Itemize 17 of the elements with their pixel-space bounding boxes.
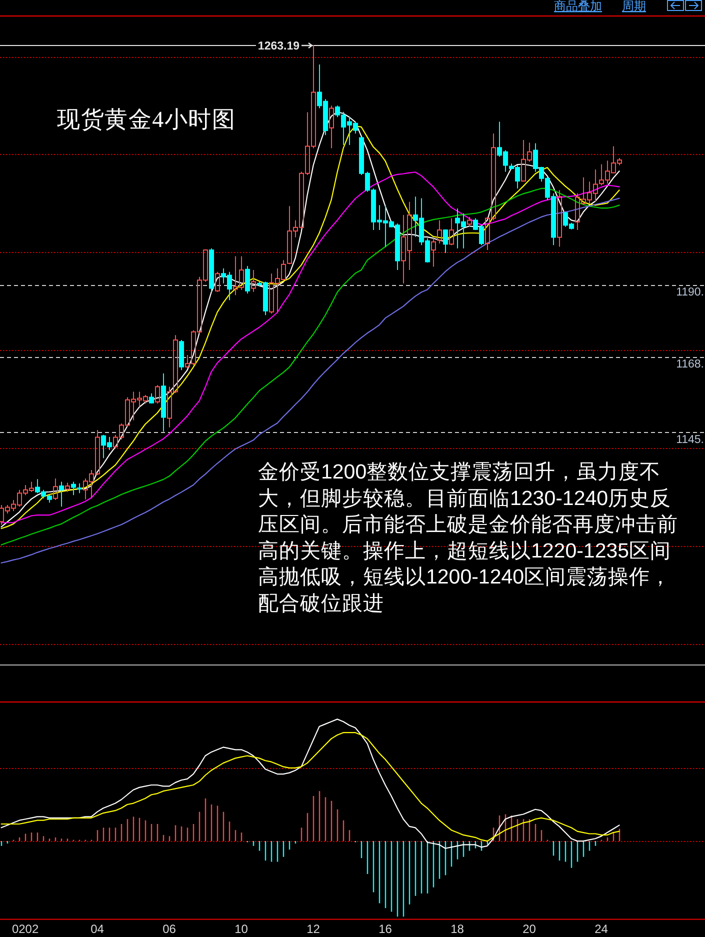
x-tick-label: 0202 [12, 922, 39, 936]
y-tick-label: 1190. [676, 286, 704, 299]
x-tick-label: 10 [234, 922, 248, 936]
x-tick-label: 06 [162, 922, 176, 936]
y-tick-label: 1168. [676, 358, 704, 371]
text: 周期 [622, 0, 646, 13]
x-tick-label: 18 [450, 922, 464, 936]
y-tick-label: 1145. [676, 434, 704, 446]
x-tick-label: 04 [90, 922, 104, 936]
text: 现货黄金4小时图 [57, 107, 235, 132]
x-tick-label: 12 [306, 922, 320, 936]
x-tick-label: 16 [378, 922, 392, 936]
x-tick-label: 24 [594, 922, 608, 936]
annotation: 金价受1200整数位支撑震荡回升，虽力度不大，但脚步较稳。目前面临1230-1240历史反压区间。后市能否上破是金价能否再度冲击前高的关键。操作上，超短线以1220-1235区间高抛低吸，短线以1200-1240区间震荡操作，配合破位跟进 [258, 460, 678, 615]
x-tick-label: 20 [522, 922, 536, 936]
text: 商品叠加 [554, 0, 602, 13]
ref-line-label: 1263.19 [258, 40, 300, 52]
